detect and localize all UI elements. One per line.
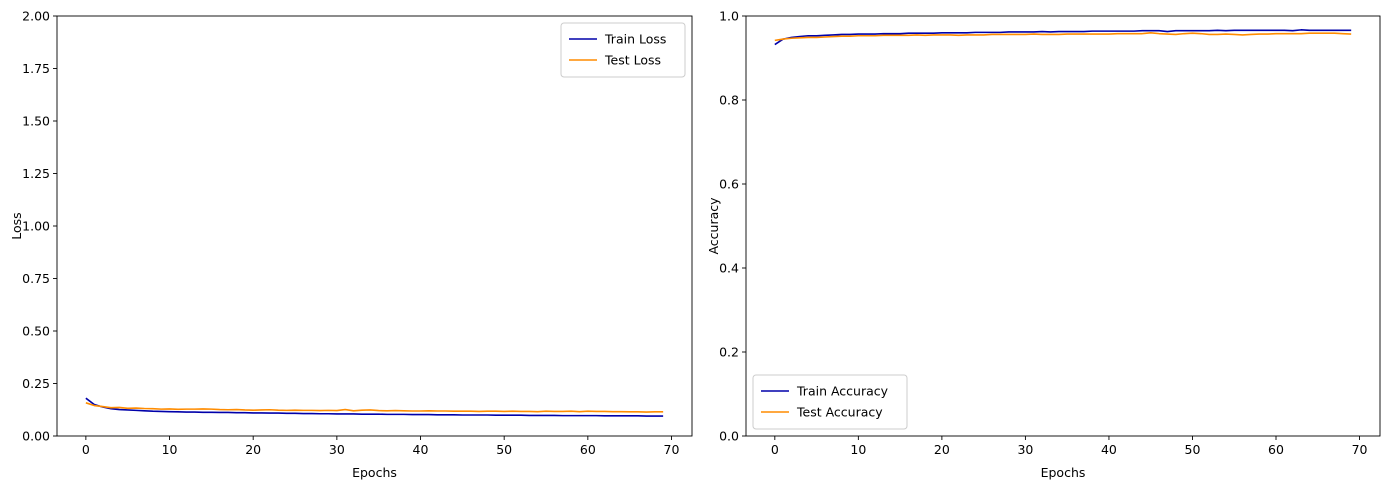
y-tick-label: 1.0: [719, 9, 739, 24]
legend: Train Accuracy Test Accuracy: [752, 374, 908, 430]
y-tick-label: 2.00: [22, 9, 50, 24]
accuracy-chart: 0 10 20 30 40 50 60 70 0.0 0.2 0.4 0.6 0.8 1.0 Epochs A…: [706, 9, 1381, 480]
y-axis-label: Loss: [9, 212, 24, 239]
y-tick-label: 0.0: [719, 429, 739, 444]
x-tick-label: 60: [580, 442, 596, 457]
x-tick-label: 70: [664, 442, 680, 457]
x-tick-label: 40: [1101, 442, 1117, 457]
y-tick-label: 0.50: [22, 324, 50, 339]
y-tick-label: 0.4: [719, 261, 739, 276]
legend-label: Train Loss: [604, 32, 666, 47]
legend-label: Train Accuracy: [796, 384, 889, 399]
x-tick-label: 30: [1017, 442, 1033, 457]
y-tick-label: 0.75: [22, 271, 50, 286]
x-tick-label: 0: [771, 442, 779, 457]
plot-frame: [745, 15, 1381, 437]
legend-box: [560, 22, 686, 78]
series-line-0: [85, 397, 664, 417]
legend: Train Loss Test Loss: [560, 22, 686, 78]
y-tick-label: 1.50: [22, 114, 50, 129]
series-line-1: [774, 31, 1352, 42]
x-tick-label: 10: [162, 442, 178, 457]
legend-box: [752, 374, 908, 430]
series-line-0: [774, 29, 1352, 46]
y-axis-label: Accuracy: [706, 197, 721, 255]
x-axis-label: Epochs: [352, 465, 397, 480]
y-tick-label: 0.00: [22, 429, 50, 444]
x-tick-label: 30: [329, 442, 345, 457]
x-tick-label: 20: [934, 442, 950, 457]
y-tick-label: 0.2: [719, 345, 739, 360]
y-tick-label: 0.8: [719, 93, 739, 108]
x-tick-label: 20: [245, 442, 261, 457]
series-line-1: [85, 402, 664, 413]
legend-label: Test Accuracy: [796, 405, 883, 420]
y-tick-label: 1.00: [22, 219, 50, 234]
legend-label: Test Loss: [604, 53, 661, 68]
x-tick-label: 60: [1268, 442, 1284, 457]
x-tick-label: 0: [82, 442, 90, 457]
x-tick-label: 10: [850, 442, 866, 457]
x-tick-label: 50: [496, 442, 512, 457]
y-tick-label: 1.75: [22, 61, 50, 76]
x-tick-label: 70: [1352, 442, 1368, 457]
x-tick-label: 50: [1185, 442, 1201, 457]
x-tick-label: 40: [413, 442, 429, 457]
y-tick-label: 1.25: [22, 166, 50, 181]
y-tick-label: 0.6: [719, 177, 739, 192]
y-tick-label: 0.25: [22, 376, 50, 391]
x-axis-label: Epochs: [1041, 465, 1086, 480]
loss-chart: 0 10 20 30 40 50 60 70 0.00 0.25 0.50 0.75 1.00 1.25 1…: [9, 9, 693, 480]
plot-frame: [56, 15, 693, 437]
